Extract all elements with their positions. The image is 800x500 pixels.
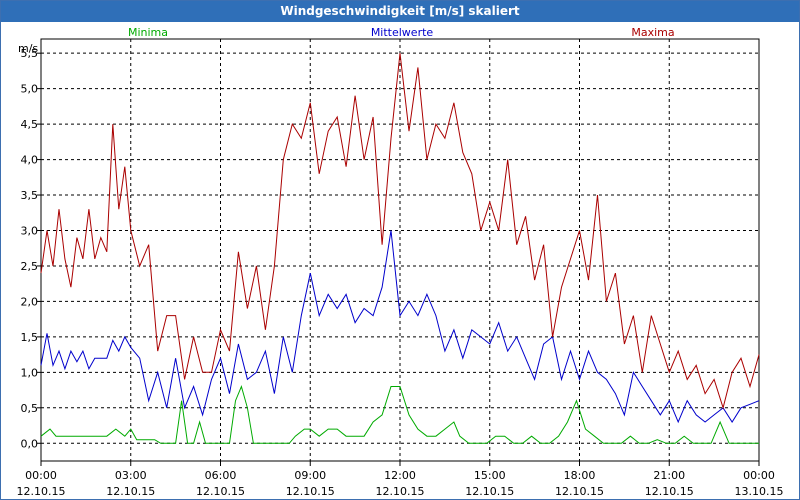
series-line-maxima bbox=[40, 53, 760, 410]
y-tick-label: 2,5 bbox=[21, 260, 39, 273]
x-tick-time: 03:00 bbox=[115, 469, 147, 482]
x-tick-time: 18:00 bbox=[564, 469, 596, 482]
chart-title: Windgeschwindigkeit [m/s] skaliert bbox=[1, 1, 799, 22]
x-tick-date: 12.10.15 bbox=[465, 485, 514, 498]
series-lines bbox=[40, 53, 760, 444]
x-tick-date: 12.10.15 bbox=[555, 485, 604, 498]
y-tick-label: 3,0 bbox=[21, 224, 39, 237]
x-tick-time: 12:00 bbox=[384, 469, 416, 482]
y-tick-label: 1,5 bbox=[21, 331, 39, 344]
y-tick-label: 2,0 bbox=[21, 295, 39, 308]
x-tick-time: 21:00 bbox=[653, 469, 685, 482]
grid bbox=[41, 39, 759, 461]
y-tick-label: 0,0 bbox=[21, 437, 39, 450]
legend-maxima: Maxima bbox=[631, 26, 674, 39]
x-tick-time: 00:00 bbox=[743, 469, 775, 482]
y-tick-label: 0,5 bbox=[21, 402, 39, 415]
x-tick-date: 12.10.15 bbox=[376, 485, 425, 498]
y-tick-label: 5,0 bbox=[21, 83, 39, 96]
x-tick-date: 12.10.15 bbox=[106, 485, 155, 498]
legend-mittelwerte: Mittelwerte bbox=[371, 26, 434, 39]
series-line-minima bbox=[40, 384, 759, 444]
legend-minima: Minima bbox=[128, 26, 168, 39]
y-tick-label: 4,0 bbox=[21, 154, 39, 167]
y-tick-label: 1,0 bbox=[21, 366, 39, 379]
series-line-mittelwerte bbox=[40, 230, 760, 424]
x-tick-time: 09:00 bbox=[294, 469, 326, 482]
x-tick-time: 00:00 bbox=[25, 469, 57, 482]
x-tick-time: 06:00 bbox=[205, 469, 237, 482]
y-tick-label: 3,5 bbox=[21, 189, 39, 202]
x-tick-date: 12.10.15 bbox=[17, 485, 66, 498]
axes: m/s Minima Mittelwerte Maxima 0,0 0,5 1,0 1… bbox=[17, 26, 784, 498]
x-tick-date: 13.10.15 bbox=[735, 485, 784, 498]
y-axis-label: m/s bbox=[18, 42, 38, 55]
x-tick-date: 12.10.15 bbox=[286, 485, 335, 498]
y-tick-label: 4,5 bbox=[21, 118, 39, 131]
x-tick-date: 12.10.15 bbox=[645, 485, 694, 498]
y-tick-label: 5,5 bbox=[21, 47, 39, 60]
x-tick-time: 15:00 bbox=[474, 469, 506, 482]
x-tick-date: 12.10.15 bbox=[196, 485, 245, 498]
